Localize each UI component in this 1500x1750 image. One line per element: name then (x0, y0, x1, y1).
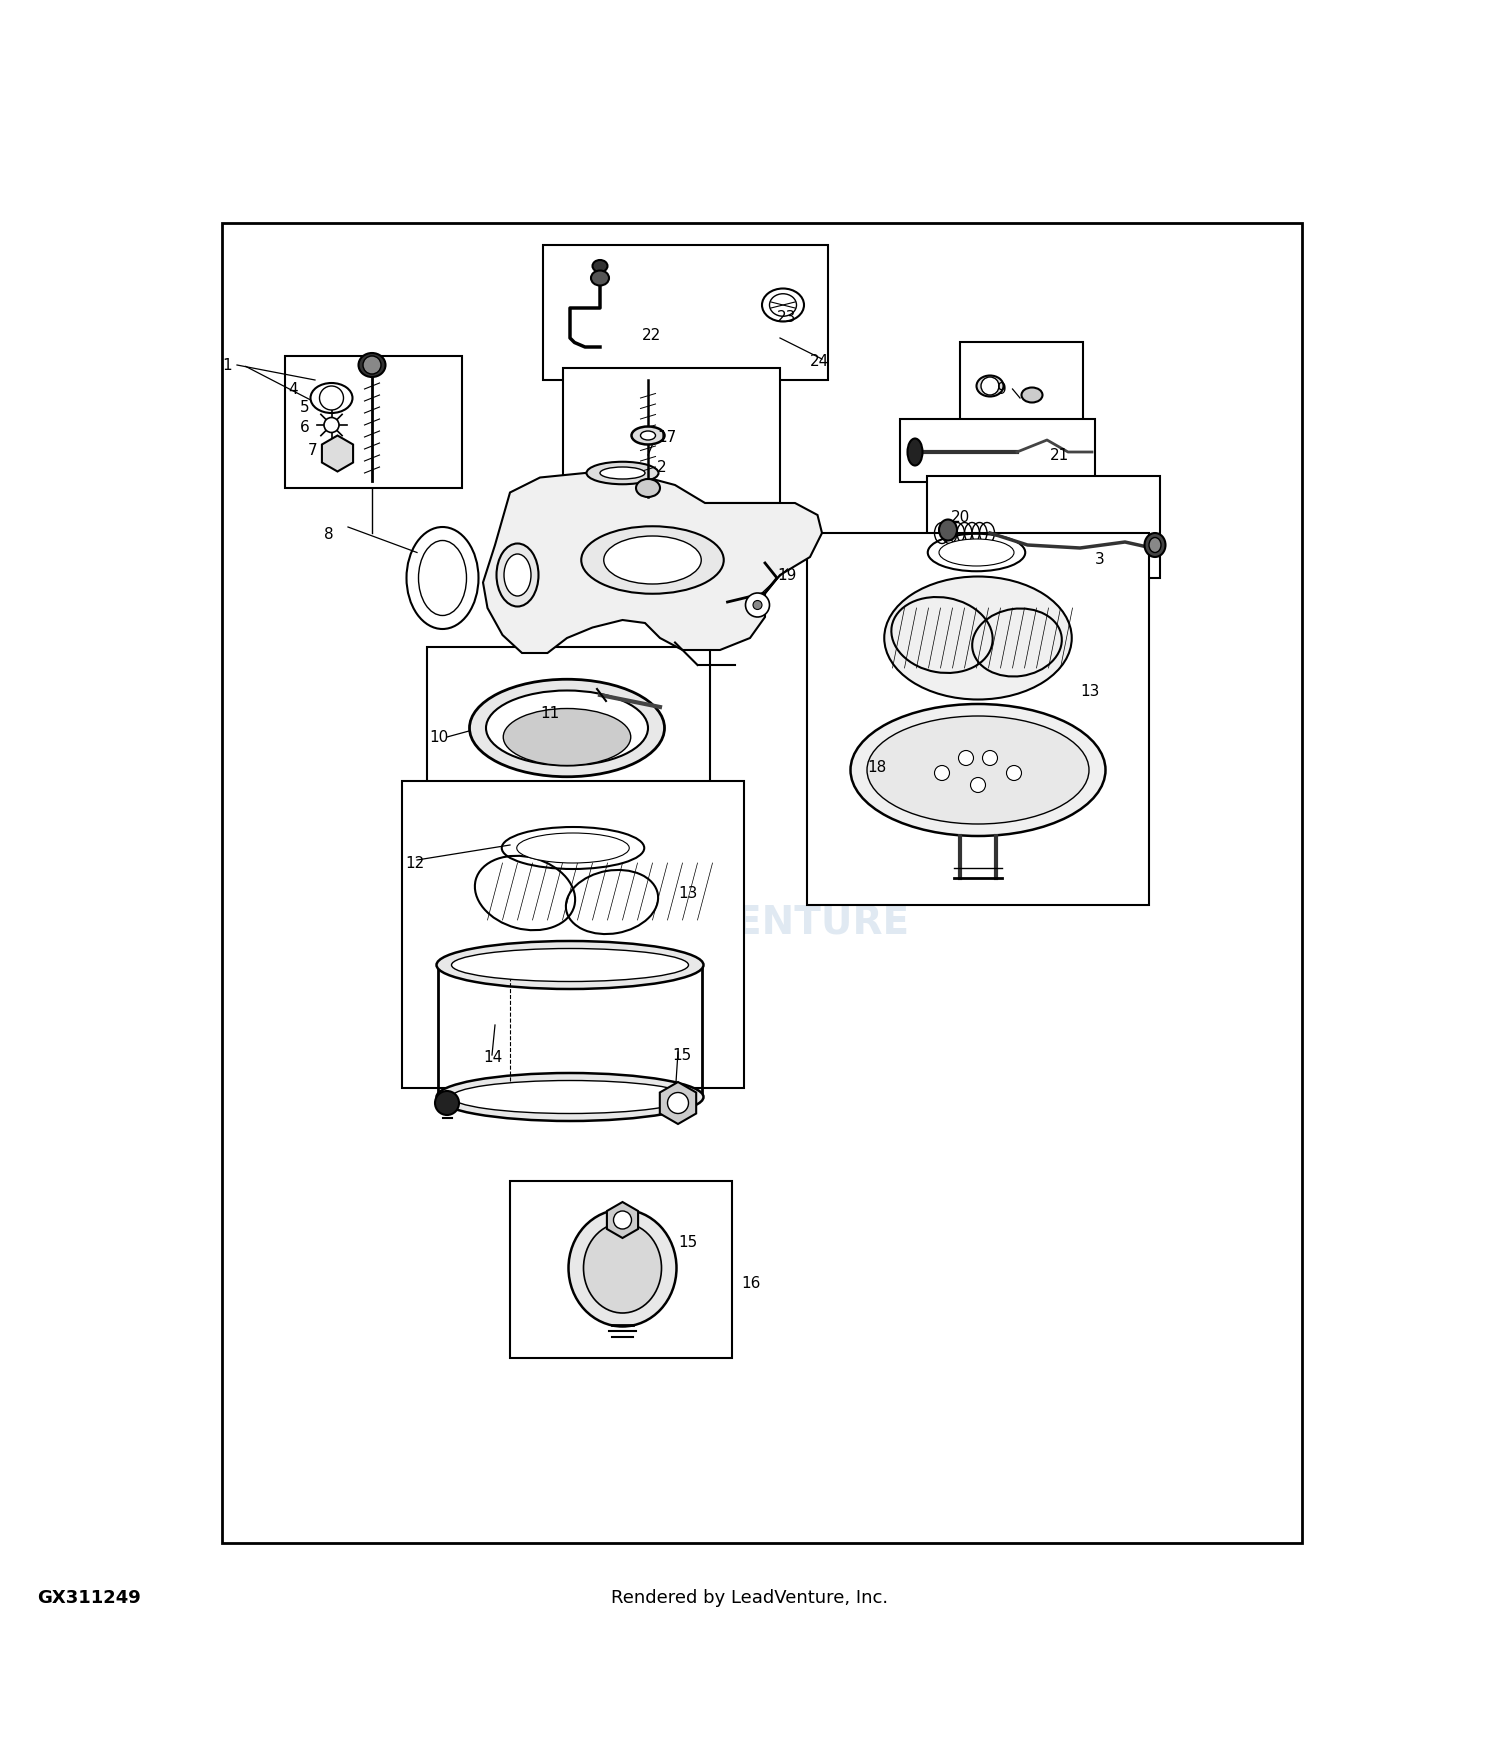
Ellipse shape (504, 555, 531, 597)
Ellipse shape (436, 942, 704, 989)
Ellipse shape (939, 539, 1014, 565)
Circle shape (746, 593, 770, 618)
Text: LEADVENTURE: LEADVENTURE (591, 905, 909, 942)
Circle shape (970, 777, 986, 793)
Text: 11: 11 (540, 705, 560, 721)
Ellipse shape (586, 462, 658, 485)
Ellipse shape (867, 716, 1089, 824)
Ellipse shape (310, 383, 352, 413)
Text: 6: 6 (300, 420, 309, 436)
Text: 1: 1 (222, 357, 231, 373)
Circle shape (320, 387, 344, 410)
Ellipse shape (939, 520, 957, 541)
Text: 16: 16 (741, 1276, 760, 1290)
Ellipse shape (770, 294, 796, 317)
Bar (427, 648, 710, 786)
Circle shape (982, 751, 998, 765)
Text: 17: 17 (657, 429, 676, 444)
Ellipse shape (584, 1223, 662, 1312)
Ellipse shape (1149, 537, 1161, 553)
Ellipse shape (885, 576, 1071, 700)
Circle shape (324, 418, 339, 432)
Text: 4: 4 (288, 382, 297, 397)
Bar (402, 780, 744, 1088)
Bar (807, 534, 1149, 905)
Ellipse shape (503, 709, 630, 765)
Text: 15: 15 (672, 1048, 692, 1062)
Bar (543, 245, 828, 380)
Circle shape (435, 1090, 459, 1115)
Text: 13: 13 (678, 886, 698, 901)
Bar (960, 343, 1083, 425)
Circle shape (753, 600, 762, 609)
Ellipse shape (603, 536, 700, 584)
Ellipse shape (592, 261, 608, 271)
Circle shape (363, 355, 381, 374)
Ellipse shape (591, 271, 609, 285)
Ellipse shape (976, 376, 1004, 397)
Text: 3: 3 (1095, 553, 1104, 567)
Text: 22: 22 (642, 327, 662, 343)
Text: 10: 10 (429, 730, 448, 744)
Text: 18: 18 (867, 760, 886, 775)
Ellipse shape (762, 289, 804, 322)
Text: 24: 24 (810, 355, 830, 369)
Bar (510, 1181, 732, 1358)
Ellipse shape (636, 480, 660, 497)
Ellipse shape (452, 949, 688, 982)
Circle shape (1007, 765, 1022, 780)
Text: 21: 21 (1050, 448, 1070, 462)
Bar (222, 222, 1302, 1542)
Ellipse shape (568, 1209, 676, 1326)
Ellipse shape (600, 467, 645, 480)
Bar (900, 418, 1095, 481)
Circle shape (614, 1211, 632, 1228)
Ellipse shape (1144, 534, 1166, 556)
Ellipse shape (1022, 387, 1042, 402)
Ellipse shape (850, 704, 1106, 836)
Text: 2: 2 (657, 460, 666, 474)
Bar (285, 355, 462, 488)
Circle shape (934, 765, 950, 780)
Circle shape (958, 751, 974, 765)
Ellipse shape (452, 1080, 688, 1113)
Circle shape (981, 376, 999, 396)
Polygon shape (483, 473, 822, 653)
Ellipse shape (582, 527, 723, 593)
Ellipse shape (358, 354, 386, 376)
Text: 13: 13 (1080, 684, 1100, 700)
Ellipse shape (632, 427, 664, 444)
Ellipse shape (436, 1073, 704, 1122)
Text: 23: 23 (777, 310, 796, 324)
Ellipse shape (486, 691, 648, 765)
Ellipse shape (516, 833, 630, 863)
Text: 15: 15 (678, 1236, 698, 1250)
Text: GX311249: GX311249 (38, 1589, 141, 1606)
Ellipse shape (640, 430, 656, 439)
Ellipse shape (419, 541, 466, 616)
Circle shape (668, 1092, 688, 1113)
Text: 9: 9 (998, 382, 1008, 397)
Ellipse shape (496, 544, 538, 607)
Text: 8: 8 (324, 527, 333, 542)
Text: 7: 7 (308, 443, 316, 458)
Text: 20: 20 (951, 511, 970, 525)
Bar (927, 476, 1160, 578)
Text: 5: 5 (300, 399, 309, 415)
Text: 19: 19 (777, 567, 796, 583)
Text: 12: 12 (405, 856, 424, 870)
Ellipse shape (908, 439, 922, 466)
Ellipse shape (470, 679, 664, 777)
Bar (562, 368, 780, 502)
Text: 14: 14 (483, 1050, 502, 1066)
Text: Rendered by LeadVenture, Inc.: Rendered by LeadVenture, Inc. (612, 1589, 888, 1606)
